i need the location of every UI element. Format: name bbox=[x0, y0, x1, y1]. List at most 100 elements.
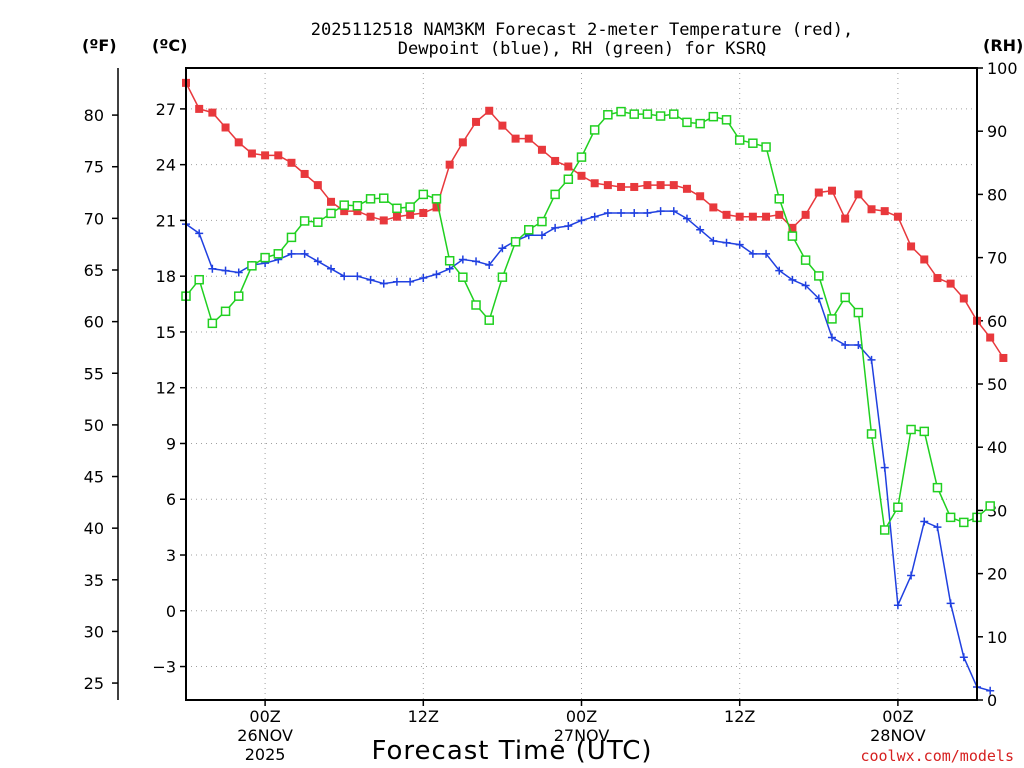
temperature-point bbox=[406, 210, 415, 219]
fahrenheit-axis: 25 30 35 40 45 50 55 60 65 70 75 80 bbox=[84, 68, 119, 700]
chart-title-line1: 2025112518 NAM3KM Forecast 2-meter Tempe… bbox=[311, 20, 853, 40]
temperature-point bbox=[827, 186, 836, 195]
temperature-point bbox=[208, 108, 217, 117]
temperature-point bbox=[261, 151, 270, 160]
temperature-point bbox=[748, 212, 757, 221]
dewpoint-point bbox=[485, 261, 494, 270]
dewpoint-series bbox=[182, 207, 995, 695]
temperature-point bbox=[313, 181, 322, 190]
dewpoint-point bbox=[577, 216, 586, 225]
temperature-point bbox=[577, 171, 586, 180]
temperature-point bbox=[445, 160, 454, 169]
temperature-point bbox=[432, 203, 441, 212]
dewpoint-point bbox=[630, 208, 639, 217]
temperature-point bbox=[564, 162, 573, 171]
rh-point bbox=[392, 203, 402, 214]
celsius-axis-unit: (ºC) bbox=[152, 36, 187, 55]
temperature-point bbox=[603, 181, 612, 190]
rh-point bbox=[497, 272, 508, 282]
celsius-tick-label: 27 bbox=[156, 100, 176, 119]
dewpoint-point bbox=[327, 264, 336, 273]
rh-tick-label: 70 bbox=[987, 249, 1007, 268]
temperature-point bbox=[617, 182, 626, 191]
temperature-point bbox=[814, 188, 823, 197]
celsius-tick-label: 15 bbox=[156, 323, 176, 342]
dewpoint-point bbox=[854, 340, 863, 349]
rh-point bbox=[708, 111, 719, 122]
rh-point bbox=[405, 202, 415, 212]
temperature-point bbox=[841, 214, 850, 223]
dewpoint-point bbox=[867, 355, 876, 364]
temperature-point bbox=[946, 279, 955, 288]
dewpoint-point bbox=[959, 653, 968, 662]
time-tick-hour: 00Z bbox=[249, 707, 280, 726]
temperature-point bbox=[247, 149, 256, 158]
chart-title-line2: Dewpoint (blue), RH (green) for KSRQ bbox=[398, 39, 766, 59]
plot-frame bbox=[185, 67, 978, 701]
site-credit: coolwx.com/models bbox=[860, 747, 1014, 765]
rh-point bbox=[510, 237, 521, 247]
temperature-point bbox=[709, 203, 718, 212]
time-tick-hour: 00Z bbox=[882, 707, 913, 726]
temperature-point bbox=[696, 192, 705, 201]
dewpoint-point bbox=[709, 236, 718, 245]
rh-point bbox=[260, 252, 270, 263]
rh-point bbox=[866, 429, 877, 439]
rh-point bbox=[827, 314, 837, 324]
rh-point bbox=[589, 125, 600, 135]
rh-point bbox=[932, 482, 943, 493]
fahrenheit-axis-unit: (ºF) bbox=[82, 36, 117, 55]
rh-tick-label: 60 bbox=[987, 312, 1007, 331]
dewpoint-point bbox=[366, 275, 375, 284]
temperature-point bbox=[274, 151, 283, 160]
rh-point bbox=[906, 424, 916, 435]
fahrenheit-tick-label: 75 bbox=[84, 158, 104, 177]
dewpoint-point bbox=[643, 208, 652, 217]
temperature-point bbox=[419, 208, 428, 217]
temperature-point bbox=[854, 190, 863, 199]
dewpoint-point bbox=[458, 255, 467, 264]
dewpoint-point bbox=[617, 208, 626, 217]
temperature-point bbox=[524, 134, 533, 143]
dewpoint-point bbox=[907, 571, 916, 580]
rh-point bbox=[524, 225, 534, 235]
temperature-point bbox=[327, 197, 336, 206]
celsius-tick-label: 24 bbox=[156, 156, 176, 175]
dewpoint-point bbox=[669, 207, 678, 216]
dewpoint-point bbox=[551, 223, 560, 232]
rh-point bbox=[273, 249, 284, 259]
dewpoint-point bbox=[986, 686, 995, 695]
temperature-point bbox=[986, 333, 995, 342]
temperature-point bbox=[551, 156, 560, 165]
celsius-tick-label: 18 bbox=[156, 267, 176, 286]
rh-point bbox=[985, 501, 995, 511]
rh-point bbox=[774, 194, 784, 204]
rh-point bbox=[761, 142, 771, 152]
celsius-tick-label: 9 bbox=[166, 434, 176, 453]
rh-point bbox=[800, 255, 811, 265]
dewpoint-point bbox=[814, 294, 823, 303]
rh-point bbox=[959, 517, 969, 528]
rh-tick-label: 80 bbox=[987, 185, 1007, 204]
rh-point bbox=[642, 109, 653, 119]
rh-point bbox=[431, 194, 442, 204]
celsius-tick-label: 0 bbox=[166, 602, 176, 621]
temperature-point bbox=[300, 169, 309, 178]
temperature-series bbox=[182, 78, 1008, 362]
dewpoint-point bbox=[841, 340, 850, 349]
dewpoint-point bbox=[406, 277, 415, 286]
rh-point bbox=[247, 261, 257, 271]
dewpoint-point bbox=[748, 249, 757, 258]
rh-point bbox=[734, 135, 745, 145]
rh-axis-unit: (RH) bbox=[983, 36, 1023, 55]
rh-point bbox=[326, 208, 336, 219]
rh-point bbox=[550, 189, 560, 200]
rh-point bbox=[458, 272, 468, 282]
temperature-point bbox=[788, 223, 797, 232]
fahrenheit-tick-label: 30 bbox=[84, 622, 104, 641]
time-tick-hour: 12Z bbox=[408, 707, 439, 726]
dewpoint-point bbox=[656, 207, 665, 216]
rh-point bbox=[840, 292, 850, 303]
dewpoint-point bbox=[392, 277, 401, 286]
